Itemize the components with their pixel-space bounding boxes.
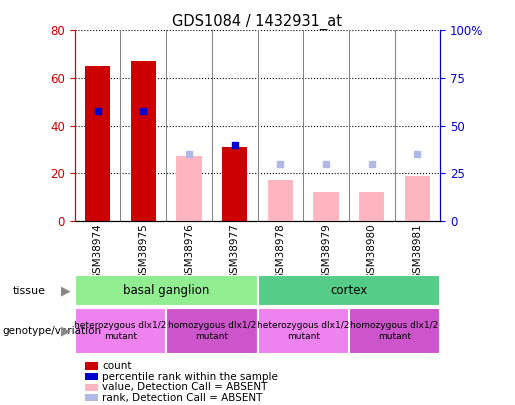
Bar [268, 180, 293, 221]
Text: cortex: cortex [330, 284, 368, 297]
Bar [75, 275, 258, 306]
Bar [131, 61, 156, 221]
Text: ▶: ▶ [61, 284, 71, 297]
Text: percentile rank within the sample: percentile rank within the sample [102, 372, 278, 382]
Text: basal ganglion: basal ganglion [123, 284, 209, 297]
Text: ▶: ▶ [61, 324, 71, 338]
Bar [75, 308, 166, 354]
Text: heterozygous dlx1/2
mutant: heterozygous dlx1/2 mutant [257, 322, 349, 341]
Bar [258, 308, 349, 354]
Text: rank, Detection Call = ABSENT: rank, Detection Call = ABSENT [102, 393, 262, 403]
Text: value, Detection Call = ABSENT: value, Detection Call = ABSENT [102, 382, 267, 392]
Bar [405, 175, 430, 221]
Bar [258, 275, 440, 306]
Text: tissue: tissue [13, 286, 46, 296]
Bar [222, 147, 247, 221]
Text: count: count [102, 361, 131, 371]
Text: GDS1084 / 1432931_at: GDS1084 / 1432931_at [173, 14, 342, 30]
Text: homozygous dlx1/2
mutant: homozygous dlx1/2 mutant [351, 322, 439, 341]
Bar [349, 308, 440, 354]
Bar [166, 308, 258, 354]
Text: homozygous dlx1/2
mutant: homozygous dlx1/2 mutant [168, 322, 256, 341]
Bar [85, 66, 110, 221]
Text: genotype/variation: genotype/variation [3, 326, 101, 336]
Bar [314, 192, 339, 221]
Bar [176, 156, 201, 221]
Text: heterozygous dlx1/2
mutant: heterozygous dlx1/2 mutant [74, 322, 166, 341]
Bar [359, 192, 384, 221]
